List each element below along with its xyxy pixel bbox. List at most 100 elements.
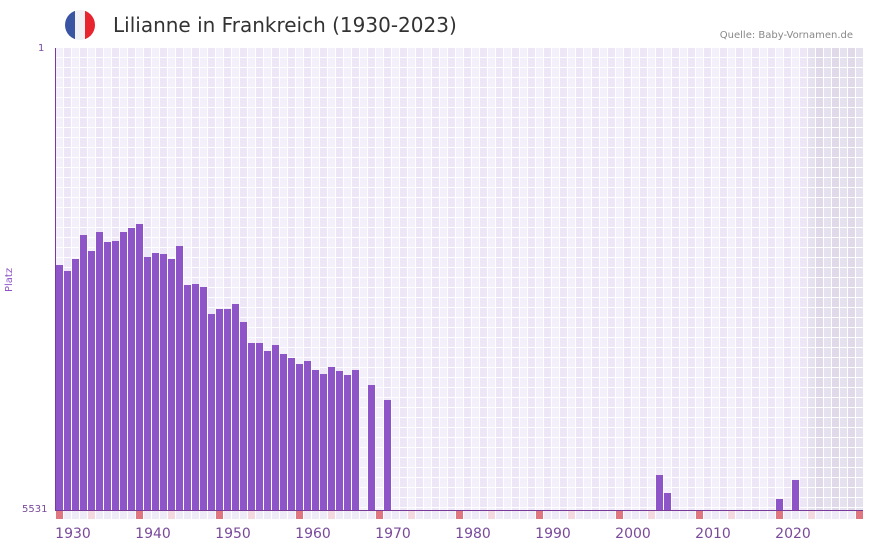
bar-1939[interactable] (128, 227, 135, 510)
year-marker (56, 511, 63, 519)
year-marker (80, 511, 87, 519)
year-marker (496, 511, 503, 519)
year-marker (144, 511, 151, 519)
year-marker (552, 511, 559, 519)
bar-1960[interactable] (296, 364, 303, 510)
year-marker (488, 511, 495, 519)
bar-1958[interactable] (280, 354, 287, 510)
year-marker (288, 511, 295, 519)
bar-1948[interactable] (200, 286, 207, 510)
bar-1962[interactable] (312, 369, 319, 510)
bar-1959[interactable] (288, 358, 295, 510)
y-tick-top: 1 (38, 43, 44, 54)
year-marker (584, 511, 591, 519)
bar-1944[interactable] (168, 258, 175, 510)
bar-1942[interactable] (152, 252, 159, 510)
year-marker (384, 511, 391, 519)
year-marker (440, 511, 447, 519)
year-marker (744, 511, 751, 519)
bar-2022[interactable] (792, 480, 799, 510)
year-marker (616, 511, 623, 519)
bar-1934[interactable] (88, 250, 95, 510)
year-marker (504, 511, 511, 519)
chart-title: Lilianne in Frankreich (1930-2023) (113, 13, 457, 37)
year-marker (776, 511, 783, 519)
bar-1943[interactable] (160, 253, 167, 510)
year-marker (280, 511, 287, 519)
year-marker (544, 511, 551, 519)
source-link[interactable]: Quelle: Baby-Vornamen.de (720, 30, 853, 41)
bar-1963[interactable] (320, 373, 327, 510)
year-marker (816, 511, 823, 519)
bar-1971[interactable] (384, 399, 391, 510)
year-marker (168, 511, 175, 519)
year-marker (96, 511, 103, 519)
year-marker (296, 511, 303, 519)
bar-1932[interactable] (72, 258, 79, 510)
year-marker (408, 511, 415, 519)
bar-1957[interactable] (272, 345, 279, 510)
bar-1964[interactable] (328, 366, 335, 510)
year-marker (464, 511, 471, 519)
bar-1931[interactable] (64, 270, 71, 510)
year-marker (264, 511, 271, 519)
plot-area (56, 48, 864, 517)
bar-1951[interactable] (224, 308, 231, 510)
bar-1961[interactable] (304, 361, 311, 510)
bar-1930[interactable] (56, 264, 63, 510)
france-flag-icon (65, 10, 95, 40)
x-tick-1950: 1950 (213, 526, 253, 542)
year-marker (768, 511, 775, 519)
bar-2020[interactable] (776, 498, 783, 510)
year-marker (160, 511, 167, 519)
year-marker (752, 511, 759, 519)
x-tick-1940: 1940 (133, 526, 173, 542)
year-marker (432, 511, 439, 519)
bar-1950[interactable] (216, 308, 223, 510)
year-marker (520, 511, 527, 519)
year-marker (184, 511, 191, 519)
bar-1969[interactable] (368, 385, 375, 510)
year-marker (152, 511, 159, 519)
bar-1947[interactable] (192, 283, 199, 510)
year-marker (72, 511, 79, 519)
bar-1952[interactable] (232, 303, 239, 510)
bar-1956[interactable] (264, 351, 271, 510)
bar-1937[interactable] (112, 240, 119, 510)
bar-1965[interactable] (336, 370, 343, 510)
bar-1949[interactable] (208, 314, 215, 510)
bar-1940[interactable] (136, 223, 143, 510)
bar-1936[interactable] (104, 241, 111, 510)
year-marker (608, 511, 615, 519)
bar-2005[interactable] (656, 474, 663, 510)
year-marker (216, 511, 223, 519)
x-tick-1970: 1970 (373, 526, 413, 542)
year-marker (472, 511, 479, 519)
year-marker (712, 511, 719, 519)
year-marker (392, 511, 399, 519)
bar-1967[interactable] (352, 369, 359, 510)
year-marker (208, 511, 215, 519)
x-tick-1930: 1930 (53, 526, 93, 542)
year-marker (352, 511, 359, 519)
bar-1935[interactable] (96, 231, 103, 510)
bar-1941[interactable] (144, 256, 151, 510)
bar-1946[interactable] (184, 284, 191, 510)
year-marker (312, 511, 319, 519)
year-marker (336, 511, 343, 519)
bar-1933[interactable] (80, 234, 87, 510)
bar-1945[interactable] (176, 245, 183, 510)
bar-1966[interactable] (344, 374, 351, 510)
year-marker (696, 511, 703, 519)
bar-2006[interactable] (664, 492, 671, 510)
year-marker (592, 511, 599, 519)
year-marker (248, 511, 255, 519)
year-marker (576, 511, 583, 519)
bar-1954[interactable] (248, 342, 255, 510)
bar-1953[interactable] (240, 322, 247, 510)
x-tick-1980: 1980 (453, 526, 493, 542)
bar-1938[interactable] (120, 231, 127, 510)
bar-1955[interactable] (256, 342, 263, 510)
year-marker (656, 511, 663, 519)
year-marker (304, 511, 311, 519)
